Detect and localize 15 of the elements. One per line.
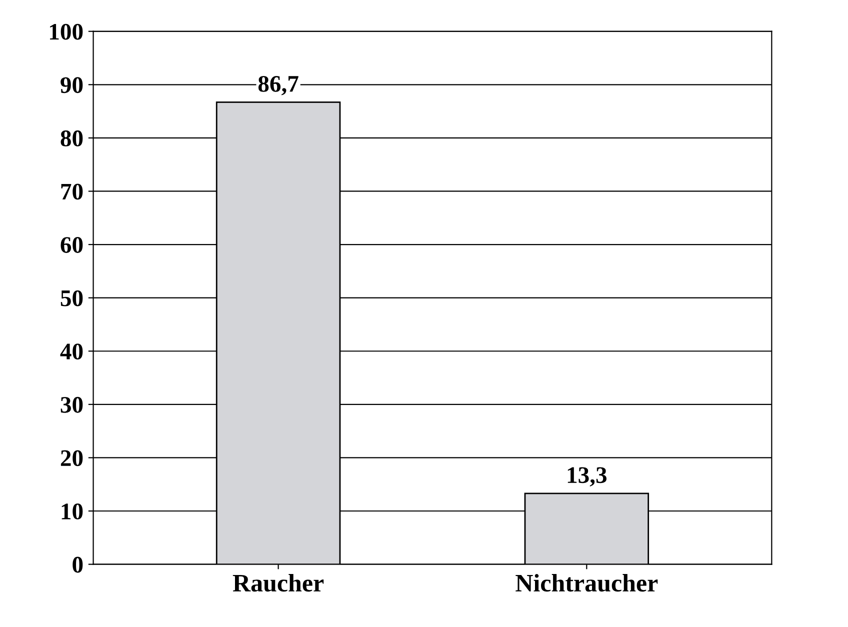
y-tick-label: 80: [60, 130, 83, 146]
y-tick-label: 50: [60, 290, 83, 306]
y-tick-label: 0: [72, 556, 83, 573]
x-tick-label: Raucher: [232, 574, 324, 592]
data-label: 86,7: [258, 76, 298, 96]
y-tick-label: 40: [60, 344, 83, 360]
y-tick-label: 90: [60, 77, 83, 94]
y-tick-label: 60: [60, 237, 83, 253]
y-tick-label: 30: [60, 396, 83, 413]
data-label: 13,3: [568, 467, 607, 486]
y-tick-label: 10: [62, 503, 83, 520]
y-tick-label: 20: [60, 450, 83, 466]
x-tick-label: Nichtraucher: [516, 574, 658, 592]
y-tick-label: 100: [50, 24, 83, 40]
y-tick-label: 70: [61, 184, 83, 200]
